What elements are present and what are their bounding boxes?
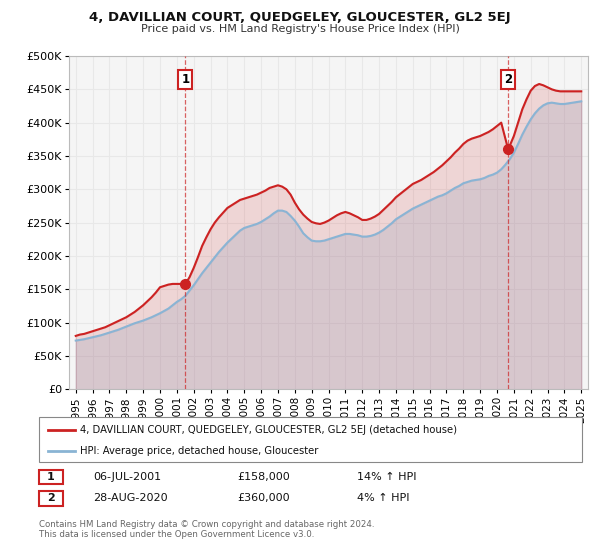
Text: 14% ↑ HPI: 14% ↑ HPI [357, 472, 416, 482]
Text: 4, DAVILLIAN COURT, QUEDGELEY, GLOUCESTER, GL2 5EJ (detached house): 4, DAVILLIAN COURT, QUEDGELEY, GLOUCESTE… [80, 425, 457, 435]
Text: 4% ↑ HPI: 4% ↑ HPI [357, 493, 409, 503]
Text: HPI: Average price, detached house, Gloucester: HPI: Average price, detached house, Glou… [80, 446, 318, 456]
Text: 2: 2 [47, 493, 55, 503]
Text: Price paid vs. HM Land Registry's House Price Index (HPI): Price paid vs. HM Land Registry's House … [140, 24, 460, 34]
Text: £360,000: £360,000 [237, 493, 290, 503]
Text: 28-AUG-2020: 28-AUG-2020 [93, 493, 167, 503]
Text: 2: 2 [504, 73, 512, 86]
Text: 4, DAVILLIAN COURT, QUEDGELEY, GLOUCESTER, GL2 5EJ: 4, DAVILLIAN COURT, QUEDGELEY, GLOUCESTE… [89, 11, 511, 24]
Text: 1: 1 [47, 472, 55, 482]
Text: 06-JUL-2001: 06-JUL-2001 [93, 472, 161, 482]
Text: 1: 1 [181, 73, 190, 86]
Text: Contains HM Land Registry data © Crown copyright and database right 2024.
This d: Contains HM Land Registry data © Crown c… [39, 520, 374, 539]
Text: £158,000: £158,000 [237, 472, 290, 482]
